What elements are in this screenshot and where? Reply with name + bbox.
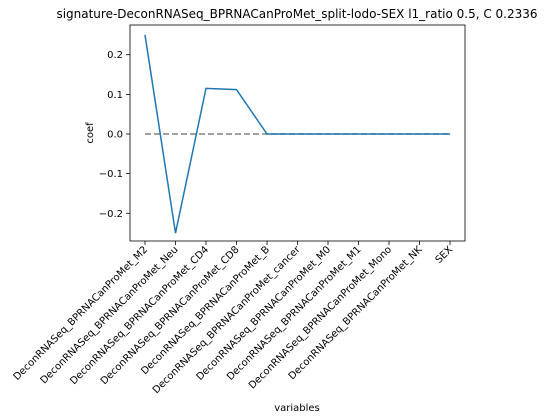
y-tick-label: −0.1 [99, 169, 123, 180]
y-axis-label: coef [85, 122, 96, 144]
y-tick-label: 0.2 [107, 50, 123, 61]
x-tick-label: DeconRNASeq_BPRNACanProMet_CD4 [68, 244, 211, 387]
x-tick-label: DeconRNASeq_BPRNACanProMet_Neu [39, 244, 181, 386]
x-axis-label: variables [274, 403, 320, 414]
y-tick-label: 0.0 [107, 129, 123, 140]
y-tick-label: 0.1 [107, 90, 123, 101]
chart-title: signature-DeconRNASeq_BPRNACanProMet_spl… [56, 7, 537, 21]
x-axis: DeconRNASeq_BPRNACanProMet_M2DeconRNASeq… [12, 241, 456, 396]
x-tick-label: DeconRNASeq_BPRNACanProMet_Mono [247, 244, 394, 391]
x-tick-label: SEX [434, 244, 456, 266]
y-tick-label: −0.2 [99, 209, 123, 220]
y-axis: 0.2 0.1 0.0 −0.1 −0.2 [99, 50, 130, 220]
